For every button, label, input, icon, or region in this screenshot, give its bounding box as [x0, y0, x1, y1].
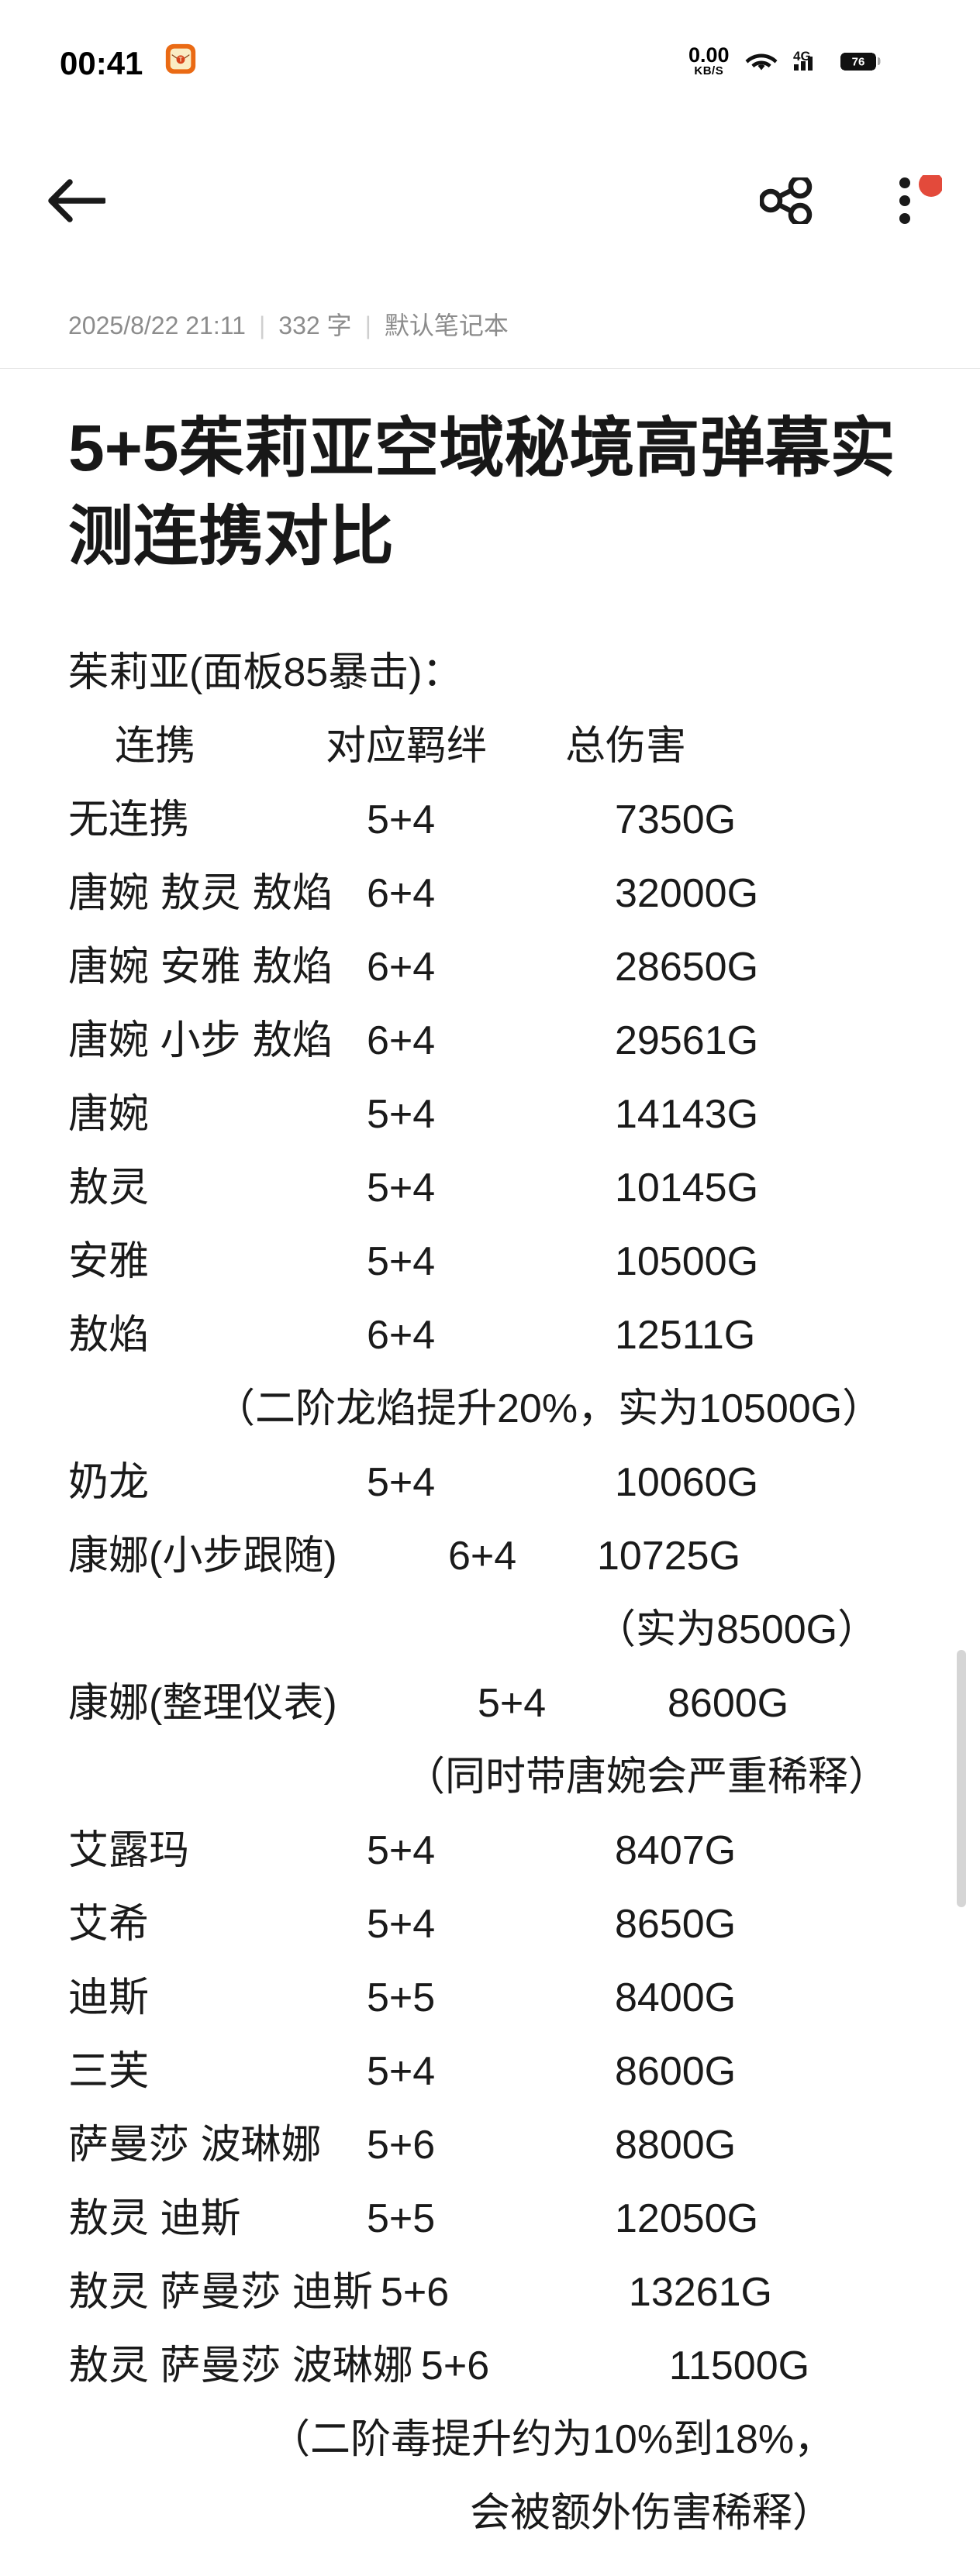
svg-text:76: 76	[851, 55, 864, 68]
svg-text:T: T	[179, 57, 183, 64]
